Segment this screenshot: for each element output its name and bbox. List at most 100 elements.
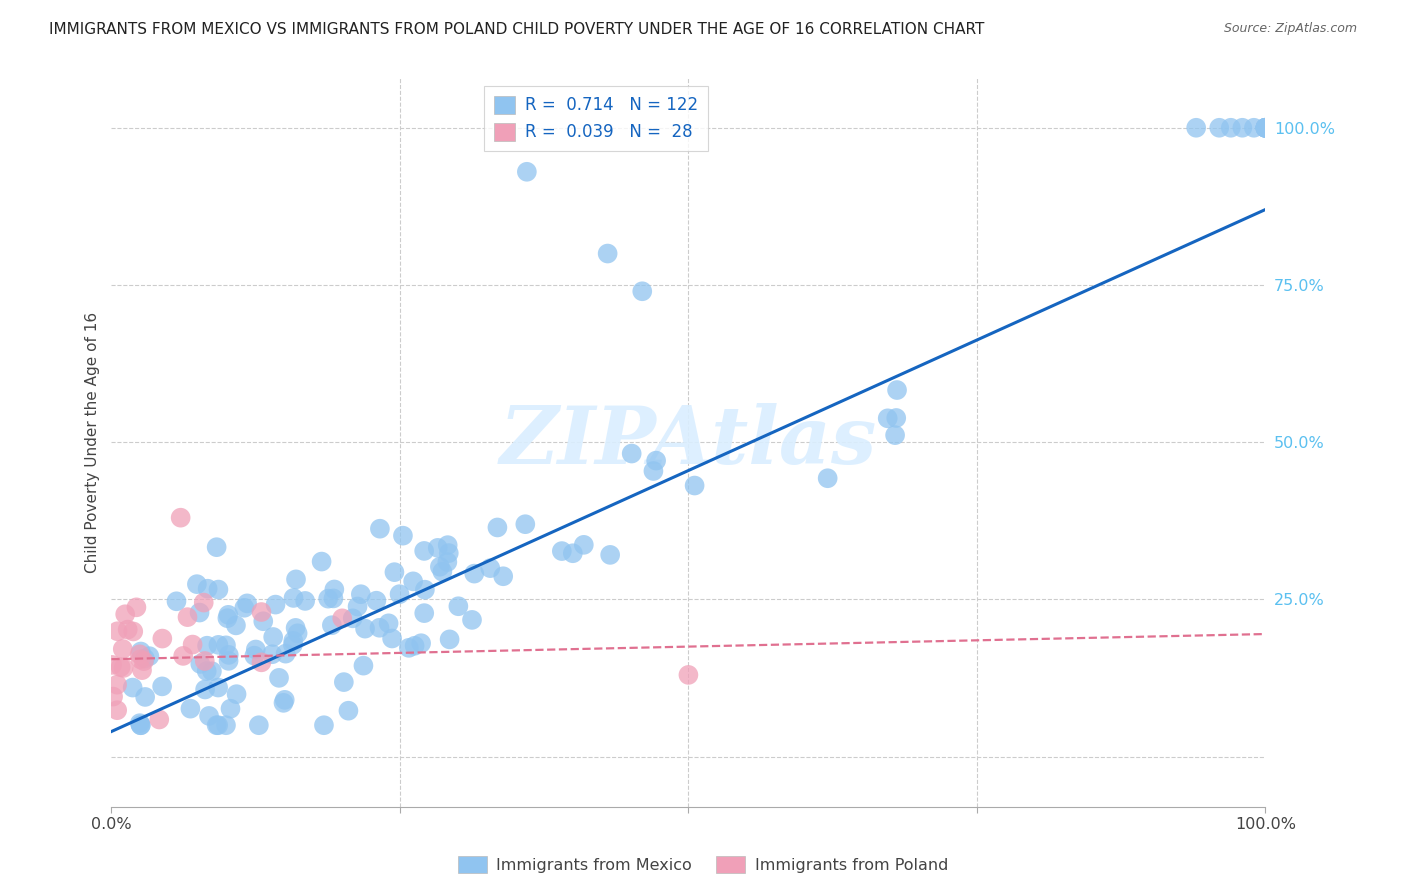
Point [643,464,665,478]
Point [1254,120,1277,135]
Point [122,624,145,639]
Point [572,538,595,552]
Point [101,657,124,672]
Point [114,607,136,622]
Point [131,663,153,677]
Point [181,638,204,652]
Point [439,632,461,647]
Point [287,626,309,640]
Point [262,647,284,661]
Point [217,611,239,625]
Point [437,546,460,560]
Point [101,690,124,704]
Point [215,638,238,652]
Point [194,682,217,697]
Point [561,546,583,560]
Point [134,690,156,704]
Point [1254,120,1277,135]
Point [129,718,152,732]
Point [205,540,228,554]
Point [129,718,152,732]
Point [134,651,156,665]
Point [402,574,425,589]
Point [176,610,198,624]
Point [111,642,134,657]
Point [322,591,344,606]
Point [218,648,240,662]
Point [678,668,700,682]
Point [188,657,211,671]
Point [413,582,436,597]
Text: IMMIGRANTS FROM MEXICO VS IMMIGRANTS FROM POLAND CHILD POVERTY UNDER THE AGE OF : IMMIGRANTS FROM MEXICO VS IMMIGRANTS FRO… [49,22,984,37]
Point [413,544,436,558]
Point [411,636,433,650]
Point [461,613,484,627]
Point [195,664,218,678]
Point [337,704,360,718]
Point [366,593,388,607]
Point [225,618,247,632]
Point [252,614,274,628]
Point [463,566,485,581]
Point [247,718,270,732]
Point [330,611,353,625]
Point [342,611,364,625]
Point [884,428,907,442]
Point [225,687,247,701]
Point [492,569,515,583]
Point [323,582,346,597]
Point [217,607,239,622]
Point [186,577,208,591]
Point [201,665,224,679]
Point [285,572,308,586]
Point [166,594,188,608]
Point [188,606,211,620]
Point [267,671,290,685]
Point [346,599,368,614]
Point [377,616,399,631]
Point [179,701,201,715]
Text: ZIPAtlas: ZIPAtlas [499,403,877,481]
Point [1254,120,1277,135]
Point [426,541,449,555]
Point [447,599,470,614]
Point [197,582,219,596]
Point [817,471,839,485]
Point [886,383,908,397]
Point [245,642,267,657]
Point [294,594,316,608]
Point [150,679,173,693]
Point [250,605,273,619]
Point [107,624,129,639]
Point [398,640,420,655]
Point [283,633,305,648]
Point [515,517,537,532]
Point [321,618,343,632]
Point [250,656,273,670]
Point [129,644,152,658]
Point [274,647,297,661]
Point [264,598,287,612]
Point [311,555,333,569]
Point [129,652,152,666]
Y-axis label: Child Poverty Under the Age of 16: Child Poverty Under the Age of 16 [86,311,100,573]
Point [1254,120,1277,135]
Point [1219,120,1241,135]
Legend: R =  0.714   N = 122, R =  0.039   N =  28: R = 0.714 N = 122, R = 0.039 N = 28 [484,86,709,152]
Point [350,587,373,601]
Point [284,621,307,635]
Point [243,648,266,663]
Point [219,702,242,716]
Point [132,654,155,668]
Point [1254,120,1277,135]
Point [233,600,256,615]
Point [281,638,304,652]
Point [429,559,451,574]
Point [218,654,240,668]
Point [105,703,128,717]
Point [169,510,191,524]
Point [884,411,907,425]
Point [392,529,415,543]
Point [596,246,619,260]
Point [388,587,411,601]
